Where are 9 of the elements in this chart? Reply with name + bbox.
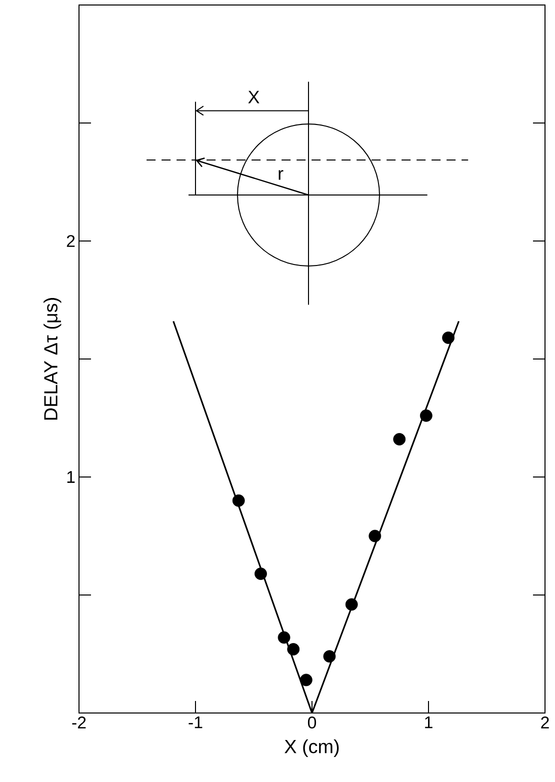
y-axis-title: DELAY Δτ (μs) [44,298,62,420]
annotation: X [248,90,260,104]
x-tick-label: 0 [308,716,316,729]
x-tick-label: -1 [188,716,202,728]
x-tick-label: -2 [72,716,86,728]
annotation: r [278,170,284,180]
x-tick-label: 1 [425,716,432,728]
x-axis-title: X (cm) [284,739,339,757]
x-tick-label: 2 [541,716,549,728]
